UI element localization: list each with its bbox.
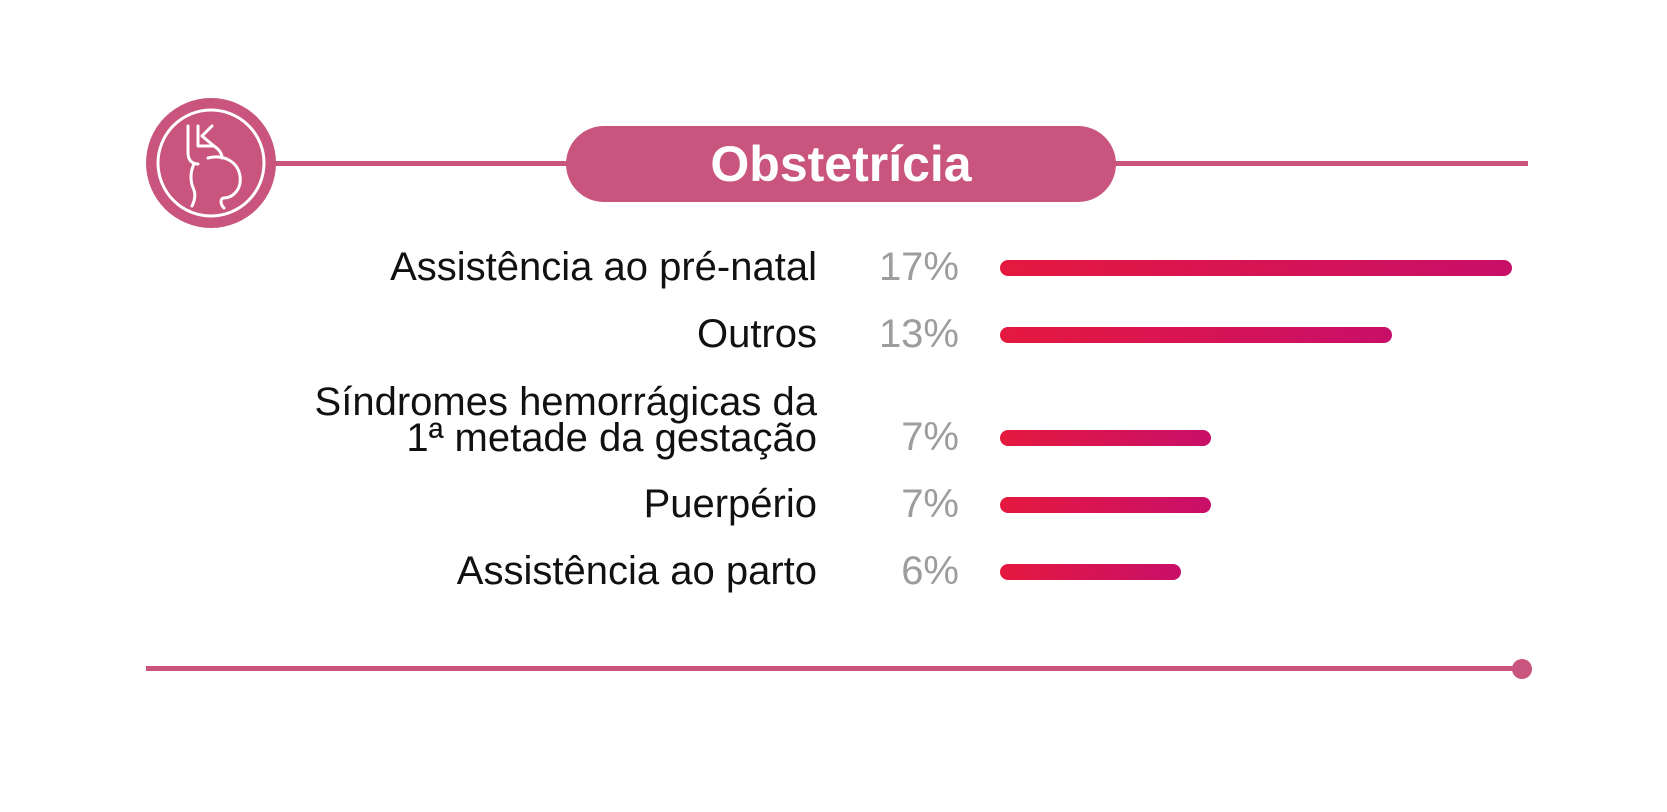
category-label: Síndromes hemorrágicas da 1ª metade da g… — [314, 380, 817, 460]
bar — [1000, 564, 1181, 580]
category-label: Outros — [696, 312, 817, 356]
bar — [1000, 327, 1392, 343]
bar — [1000, 430, 1211, 446]
bar — [1000, 497, 1211, 513]
header-rule-right — [1110, 161, 1528, 166]
category-label: Puerpério — [643, 482, 817, 526]
category-label: Assistência ao parto — [456, 549, 817, 593]
chart-title: Obstetrícia — [566, 126, 1116, 202]
value-label: 6% — [901, 549, 959, 593]
category-label: Assistência ao pré-natal — [390, 245, 817, 289]
value-label: 13% — [878, 312, 959, 356]
pregnant-woman-icon — [146, 98, 276, 228]
header-rule-left — [270, 161, 570, 166]
footer-rule-end-dot — [1512, 659, 1532, 679]
bar — [1000, 260, 1512, 276]
value-label: 17% — [878, 245, 959, 289]
value-label: 7% — [901, 415, 959, 459]
footer-rule — [146, 666, 1522, 671]
value-label: 7% — [901, 482, 959, 526]
